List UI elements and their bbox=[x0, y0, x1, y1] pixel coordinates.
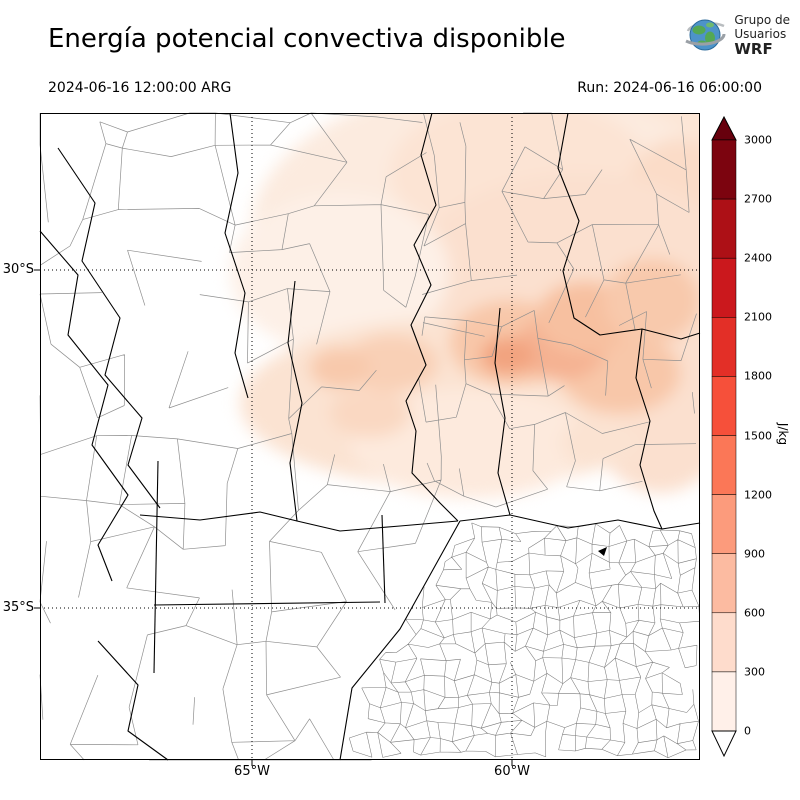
lat-tick-35s: 35°S bbox=[2, 600, 34, 615]
colorbar-extend-below bbox=[711, 730, 737, 758]
colorbar-tick-label: 3000 bbox=[744, 133, 772, 147]
lon-tick-65w: 65°W bbox=[234, 764, 270, 779]
colorbar-tick-label: 600 bbox=[744, 606, 765, 620]
colorbar-segment bbox=[711, 494, 737, 554]
colorbar-unit-label: J/kg bbox=[776, 422, 791, 446]
colorbar-segment bbox=[711, 376, 737, 436]
axis-ticks bbox=[34, 269, 513, 766]
map-area bbox=[34, 112, 701, 766]
colorbar-segment bbox=[711, 139, 737, 200]
colorbar-tick-label: 1200 bbox=[744, 488, 772, 502]
logo-text-line3: WRF bbox=[734, 39, 773, 58]
colorbar-segment bbox=[711, 612, 737, 673]
run-time-label: Run: 2024-06-16 06:00:00 bbox=[577, 80, 762, 96]
colorbar-segment bbox=[711, 257, 737, 318]
page-title: Energía potencial convectiva disponible bbox=[48, 24, 566, 54]
colorbar-tick-label: 1800 bbox=[744, 369, 772, 383]
colorbar-extend-above bbox=[711, 115, 737, 141]
colorbar-scale bbox=[711, 115, 737, 758]
colorbar: 3000 2700 2400 2100 1800 1500 1200 900 6… bbox=[710, 115, 800, 758]
valid-time-label: 2024-06-16 12:00:00 ARG bbox=[48, 80, 232, 96]
globe-icon bbox=[685, 19, 726, 51]
department-boundaries bbox=[39, 112, 700, 761]
map-canvas bbox=[34, 112, 701, 766]
colorbar-tick-label: 0 bbox=[744, 724, 751, 738]
colorbar-segment bbox=[711, 198, 737, 259]
colorbar-tick-label: 900 bbox=[744, 547, 765, 561]
time-info-bar: 2024-06-16 12:00:00 ARG Run: 2024-06-16 … bbox=[48, 80, 762, 96]
colorbar-tick-label: 300 bbox=[744, 665, 765, 679]
colorbar-tick-label: 2400 bbox=[744, 251, 772, 265]
colorbar-segment bbox=[711, 317, 737, 377]
lon-tick-60w: 60°W bbox=[494, 764, 530, 779]
map-border bbox=[40, 113, 700, 760]
cape-shading-layer bbox=[230, 113, 700, 498]
logo-text: Grupo de Usuarios WRF bbox=[734, 13, 790, 58]
logo-text-line1: Grupo de bbox=[734, 12, 790, 27]
colorbar-tick-label: 1500 bbox=[744, 429, 772, 443]
colorbar-tick-label: 2700 bbox=[744, 192, 772, 206]
lat-tick-30s: 30°S bbox=[2, 262, 34, 277]
colorbar-segment bbox=[711, 671, 737, 732]
province-boundaries bbox=[39, 112, 701, 761]
logo-text-line2: Usuarios bbox=[734, 26, 787, 41]
colorbar-tick-label: 2100 bbox=[744, 310, 772, 324]
colorbar-segment bbox=[711, 435, 737, 495]
wrf-logo: Grupo de Usuarios WRF bbox=[682, 12, 790, 58]
colorbar-segment bbox=[711, 553, 737, 614]
graticule bbox=[40, 113, 700, 760]
